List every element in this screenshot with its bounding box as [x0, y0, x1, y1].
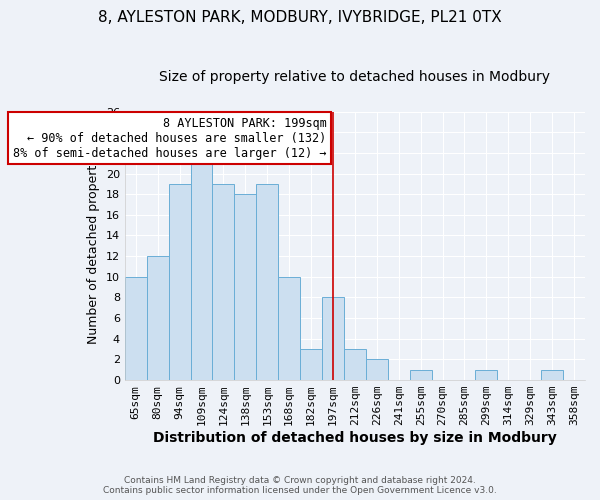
- Bar: [322, 298, 344, 380]
- Y-axis label: Number of detached properties: Number of detached properties: [87, 148, 100, 344]
- Bar: [256, 184, 278, 380]
- Text: Contains HM Land Registry data © Crown copyright and database right 2024.
Contai: Contains HM Land Registry data © Crown c…: [103, 476, 497, 495]
- Bar: [169, 184, 191, 380]
- Bar: [212, 184, 235, 380]
- Bar: [541, 370, 563, 380]
- Bar: [300, 349, 322, 380]
- Bar: [125, 277, 147, 380]
- Bar: [147, 256, 169, 380]
- Text: 8, AYLESTON PARK, MODBURY, IVYBRIDGE, PL21 0TX: 8, AYLESTON PARK, MODBURY, IVYBRIDGE, PL…: [98, 10, 502, 25]
- X-axis label: Distribution of detached houses by size in Modbury: Distribution of detached houses by size …: [153, 431, 557, 445]
- Bar: [475, 370, 497, 380]
- Bar: [235, 194, 256, 380]
- Bar: [366, 360, 388, 380]
- Bar: [278, 277, 300, 380]
- Bar: [191, 163, 212, 380]
- Title: Size of property relative to detached houses in Modbury: Size of property relative to detached ho…: [160, 70, 550, 84]
- Text: 8 AYLESTON PARK: 199sqm
← 90% of detached houses are smaller (132)
8% of semi-de: 8 AYLESTON PARK: 199sqm ← 90% of detache…: [13, 116, 326, 160]
- Bar: [344, 349, 366, 380]
- Bar: [410, 370, 431, 380]
